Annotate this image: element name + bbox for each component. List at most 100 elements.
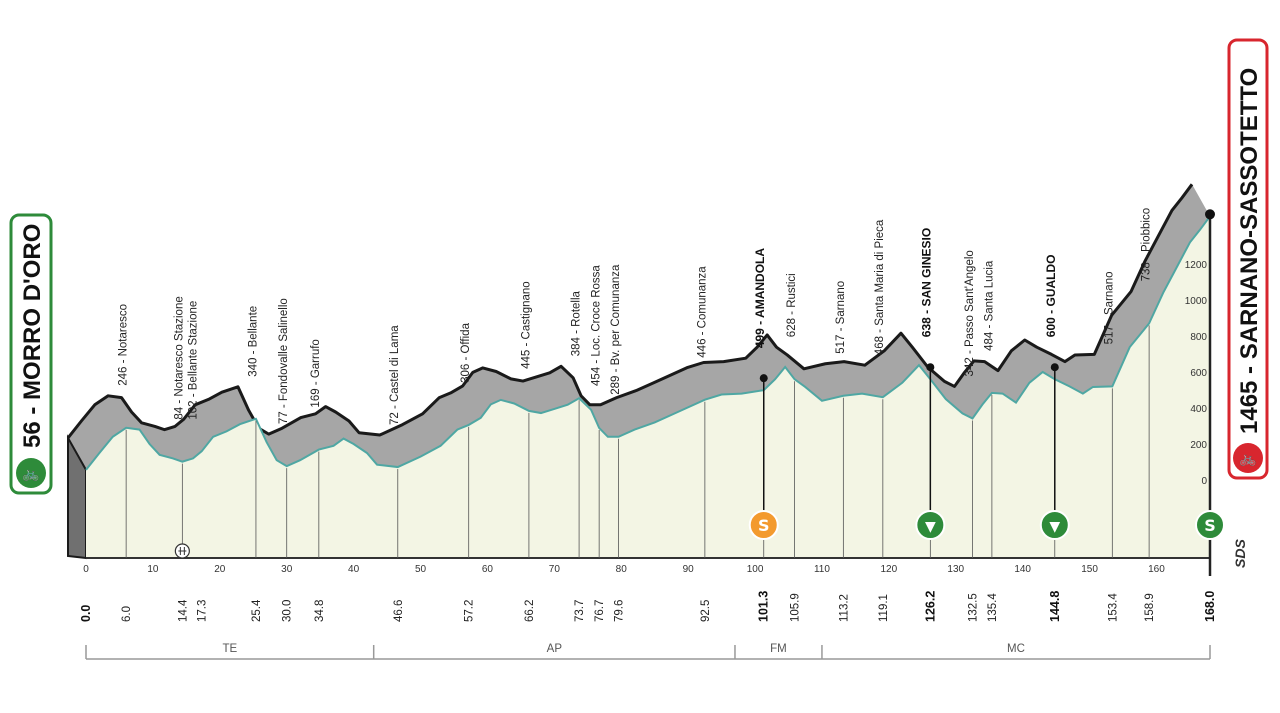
altitude-tick-label: 0 xyxy=(1201,476,1207,487)
km-label: 153.4 xyxy=(1107,593,1119,622)
waypoint-label: 342 - Passo Sant'Angelo xyxy=(964,250,976,376)
province-code: AP xyxy=(547,643,563,655)
km-label: 92.5 xyxy=(700,600,712,622)
cyclist-icon xyxy=(1233,443,1263,473)
altitude-tick-label: 400 xyxy=(1190,404,1207,415)
km-label: 105.9 xyxy=(790,593,802,622)
altitude-tick-label: 800 xyxy=(1190,332,1207,343)
distance-tick-label: 60 xyxy=(482,564,494,575)
feed-zone-icon-lines xyxy=(178,547,187,555)
km-label: 113.2 xyxy=(838,594,850,622)
climb-icon xyxy=(1039,510,1070,540)
waypoint-label: 454 - Loc. Croce Rossa xyxy=(591,265,603,386)
profile-front-face xyxy=(86,216,1210,559)
distance-tick-label: 10 xyxy=(147,564,159,575)
km-label: 57.2 xyxy=(464,600,476,622)
distance-tick-label: 80 xyxy=(616,564,628,575)
km-label: 168.0 xyxy=(1203,591,1217,622)
distance-tick-label: 150 xyxy=(1081,564,1098,575)
km-label: 73.7 xyxy=(574,600,586,622)
markers-layer: S ▼ ▼ S xyxy=(174,209,1225,559)
cyclist-icon xyxy=(16,458,46,488)
distance-tick-label: 20 xyxy=(214,564,226,575)
profile-fill-layer xyxy=(66,183,1212,576)
distance-tick-label: 40 xyxy=(348,564,360,575)
start-label: 56 - MORRO D'ORO xyxy=(19,224,46,448)
waypoint-label: 72 - Castel di Lama xyxy=(389,325,401,425)
waypoint-label: 628 - Rustici xyxy=(786,273,798,337)
waypoint-label: 738 - Piobbico xyxy=(1141,208,1153,282)
altitude-tick-label: 1200 xyxy=(1185,260,1208,271)
distance-tick-label: 130 xyxy=(947,564,964,575)
waypoint-label: 289 - Bv. per Comunanza xyxy=(610,264,622,395)
waypoint-label: 484 - Santa Lucia xyxy=(983,260,995,351)
waypoint-label: 468 - Santa Maria di Pieca xyxy=(874,219,886,355)
marker-dot xyxy=(1050,363,1059,372)
km-label: 132.5 xyxy=(967,593,979,622)
waypoint-label: 517 - Sarnano xyxy=(835,281,847,354)
profile-top-surface xyxy=(68,184,1210,470)
distance-tick-label: 120 xyxy=(881,564,898,575)
province-code: FM xyxy=(770,643,787,655)
finish-badge: 🚲 1465 - SARNANO-SASSOTETTO xyxy=(1227,38,1269,480)
sponsor-logo: SDS xyxy=(1232,539,1248,568)
km-label: 79.6 xyxy=(614,600,626,622)
km-label: 46.6 xyxy=(393,600,405,622)
waypoint-label: 499 - AMANDOLA xyxy=(753,248,767,349)
km-label: 34.8 xyxy=(314,600,326,622)
distance-tick-label: 100 xyxy=(747,564,764,575)
marker-symbol: ▼ xyxy=(1049,519,1060,535)
km-label: 135.4 xyxy=(987,593,999,622)
waypoint-label: 102 - Bellante Stazione xyxy=(188,301,200,420)
km-label: 0.0 xyxy=(79,605,93,622)
waypoint-label: 246 - Notaresco xyxy=(118,304,130,386)
distance-tick-label: 140 xyxy=(1014,564,1031,575)
distance-axis: 0 10 20 30 40 50 60 70 80 90 100 110 120 130 140 150 160… xyxy=(79,564,1217,622)
km-label: 25.4 xyxy=(251,599,263,622)
finish-dot xyxy=(1205,209,1215,220)
finish-sprint-icon xyxy=(1195,510,1225,540)
distance-tick-label: 50 xyxy=(415,564,427,575)
climb-icon xyxy=(915,510,946,540)
waypoint-label: 600 - GUALDO xyxy=(1044,255,1058,338)
km-label: 17.3 xyxy=(197,600,209,622)
waypoint-label: 384 - Rotella xyxy=(570,290,582,356)
marker-symbol: S xyxy=(1204,516,1216,535)
altitude-tick-label: 600 xyxy=(1190,368,1207,379)
distance-tick-label: 160 xyxy=(1148,564,1165,575)
distance-tick-label: 30 xyxy=(281,564,293,575)
distance-tick-label: 110 xyxy=(814,564,830,575)
km-label: 76.7 xyxy=(594,600,606,622)
profile-back-edge xyxy=(66,183,1194,439)
waypoint-label: 517 - Sarnano xyxy=(1104,272,1116,345)
province-code: TE xyxy=(222,643,237,655)
km-label: 144.8 xyxy=(1048,591,1062,622)
waypoint-labels: 246 - Notaresco 84 - Notaresco Stazione 10… xyxy=(118,208,1153,425)
altitude-axis: 0 200 400 600 800 1000 1200 xyxy=(1185,260,1208,487)
distance-tick-label: 90 xyxy=(683,564,695,575)
km-label: 14.4 xyxy=(177,599,189,622)
sprint-icon xyxy=(748,510,779,540)
km-label: 30.0 xyxy=(282,600,294,622)
marker-dot xyxy=(759,374,768,383)
waypoint-label: 306 - Offida xyxy=(460,322,472,382)
waypoint-label: 77 - Fondovalle Salinello xyxy=(278,298,290,424)
finish-label: 1465 - SARNANO-SASSOTETTO xyxy=(1236,68,1263,434)
distance-tick-label: 0 xyxy=(83,564,89,575)
km-label: 126.2 xyxy=(923,591,937,622)
waypoint-label: 638 - SAN GINESIO xyxy=(920,228,934,337)
km-label: 158.9 xyxy=(1144,593,1156,622)
altitude-tick-label: 200 xyxy=(1190,440,1207,451)
km-label: 66.2 xyxy=(524,600,536,622)
marker-symbol: ▼ xyxy=(925,519,936,535)
km-label: 6.0 xyxy=(121,606,133,622)
svg-text:🚲: 🚲 xyxy=(1239,451,1256,467)
marker-dot xyxy=(926,363,935,372)
km-label: 101.3 xyxy=(757,591,771,622)
km-label: 119.1 xyxy=(878,594,890,622)
province-code: MC xyxy=(1007,643,1025,655)
profile-front-edge xyxy=(85,215,1211,471)
start-badge: 🚲 56 - MORRO D'ORO xyxy=(9,213,53,495)
waypoint-label: 84 - Notaresco Stazione xyxy=(174,296,186,419)
